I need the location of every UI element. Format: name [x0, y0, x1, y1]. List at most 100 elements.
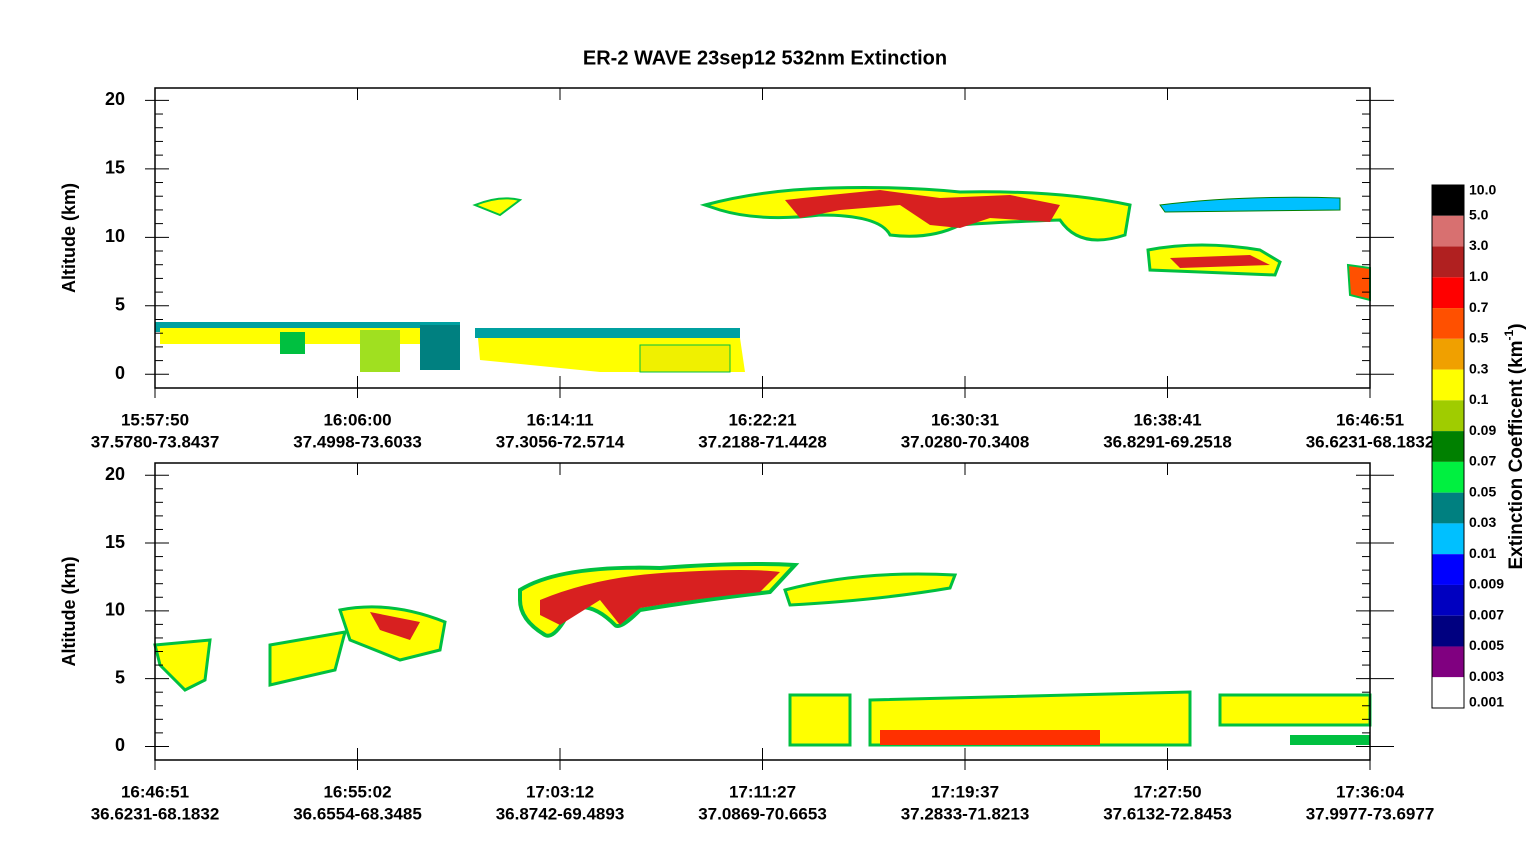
x-tick-label: 17:19:37 [931, 782, 999, 801]
colorbar-swatch [1432, 492, 1464, 524]
x-location-label: 37.6132-72.8453 [1103, 804, 1232, 823]
cloud [153, 638, 212, 692]
colorbar-title-part: ) [1506, 323, 1527, 329]
x-tick-label: 17:11:27 [729, 782, 796, 801]
x-tick-label: 16:46:51 [121, 782, 189, 801]
x-tick-label: 16:38:41 [1133, 410, 1201, 429]
colorbar-label: 0.03 [1469, 514, 1496, 530]
x-location-label: 37.0869-70.6653 [698, 804, 827, 823]
x-location-label: 37.3056-72.5714 [496, 432, 625, 451]
figure-title: ER-2 WAVE 23sep12 532nm Extinction [583, 47, 947, 69]
x-tick-label: 16:06:00 [323, 410, 391, 429]
colorbar-swatch [1432, 400, 1464, 432]
x-tick-label: 16:46:51 [1336, 410, 1404, 429]
colorbar-swatch [1432, 615, 1464, 647]
x-tick-label: 17:36:04 [1336, 782, 1405, 801]
y-axis-label: Altitude (km) [59, 183, 79, 293]
colorbar-label: 0.007 [1469, 606, 1504, 622]
colorbar-swatch [1432, 584, 1464, 616]
x-tick-label: 17:03:12 [526, 782, 594, 801]
y-tick-label: 5 [115, 667, 125, 687]
cloud [472, 197, 523, 217]
colorbar-swatch [1432, 554, 1464, 585]
colorbar-swatch [1432, 215, 1464, 247]
colorbar-swatch [1432, 185, 1464, 216]
x-tick-label: 16:30:31 [931, 410, 999, 429]
x-location-label: 36.8742-69.4893 [496, 804, 625, 823]
cloud [360, 330, 400, 372]
x-location-label: 37.0280-70.3408 [901, 432, 1030, 451]
cloud [1290, 735, 1370, 745]
x-location-label: 37.9977-73.6977 [1306, 804, 1435, 823]
colorbar-label: 3.0 [1469, 237, 1489, 253]
colorbar-swatch [1432, 338, 1464, 370]
cloud [1346, 263, 1371, 302]
x-tick-label: 16:14:11 [526, 410, 593, 429]
y-tick-label: 10 [105, 226, 125, 246]
y-tick-label: 5 [115, 295, 125, 315]
cloud [1218, 693, 1372, 727]
cloud [788, 693, 852, 747]
cloud [155, 322, 460, 332]
x-location-label: 37.2833-71.8213 [901, 804, 1030, 823]
cloud [785, 190, 1060, 228]
x-location-label: 36.6231-68.1832 [1306, 432, 1435, 451]
colorbar-label: 5.0 [1469, 206, 1489, 222]
colorbar-label: 0.01 [1469, 545, 1496, 561]
x-location-label: 36.6231-68.1832 [91, 804, 220, 823]
y-tick-label: 10 [105, 600, 125, 620]
x-location-label: 37.2188-71.4428 [698, 432, 827, 451]
y-tick-label: 0 [115, 735, 125, 755]
y-axis-label: Altitude (km) [59, 556, 79, 666]
colorbar-frame [1431, 184, 1465, 709]
colorbar-swatch [1432, 369, 1464, 401]
colorbar-label: 0.003 [1469, 668, 1504, 684]
colorbar-label: 0.005 [1469, 637, 1504, 653]
x-tick-label: 16:55:02 [323, 782, 391, 801]
x-location-label: 36.6554-68.3485 [293, 804, 422, 823]
x-tick-label: 16:22:21 [728, 410, 796, 429]
x-location-label: 36.8291-69.2518 [1103, 432, 1232, 451]
x-tick-label: 15:57:50 [121, 410, 189, 429]
colorbar-swatch [1432, 461, 1464, 493]
x-location-label: 37.4998-73.6033 [293, 432, 422, 451]
x-tick-label: 17:27:50 [1133, 782, 1201, 801]
colorbar-swatch [1432, 646, 1464, 678]
colorbar-label: 0.1 [1469, 391, 1489, 407]
colorbar-swatch [1432, 277, 1464, 309]
colorbar-swatch [1432, 431, 1464, 462]
cloud [639, 344, 731, 373]
cloud [280, 332, 305, 354]
colorbar-swatch [1432, 246, 1464, 278]
colorbar-label: 0.009 [1469, 576, 1504, 592]
y-tick-label: 20 [105, 89, 125, 109]
cloud [475, 328, 740, 338]
cloud [540, 570, 780, 625]
cloud [268, 630, 348, 687]
colorbar-label: 1.0 [1469, 268, 1489, 284]
cloud-field [153, 186, 1372, 747]
cloud [370, 612, 420, 640]
cloud [1170, 255, 1270, 268]
colorbar-label: 0.001 [1469, 694, 1504, 710]
colorbar-label: 10.0 [1469, 182, 1496, 198]
colorbar-label: 0.5 [1469, 330, 1489, 346]
cloud [880, 730, 1100, 745]
cloud [420, 325, 460, 370]
y-tick-label: 15 [105, 158, 125, 178]
y-tick-label: 0 [115, 363, 125, 383]
cloud [160, 328, 455, 344]
y-tick-label: 20 [105, 464, 125, 484]
colorbar-label: 0.3 [1469, 360, 1489, 376]
colorbar-title: Extinction Coefficent (km-1) [1502, 323, 1527, 569]
colorbar-label: 0.7 [1469, 299, 1489, 315]
colorbar-title-part: Extinction Coefficent (km [1506, 340, 1527, 569]
cloud [1159, 196, 1341, 213]
x-location-label: 37.5780-73.8437 [91, 432, 220, 451]
colorbar-label: 0.09 [1469, 422, 1496, 438]
colorbar-swatch [1432, 523, 1464, 555]
cloud [783, 572, 958, 607]
colorbar-label: 0.05 [1469, 483, 1496, 499]
y-tick-label: 15 [105, 532, 125, 552]
